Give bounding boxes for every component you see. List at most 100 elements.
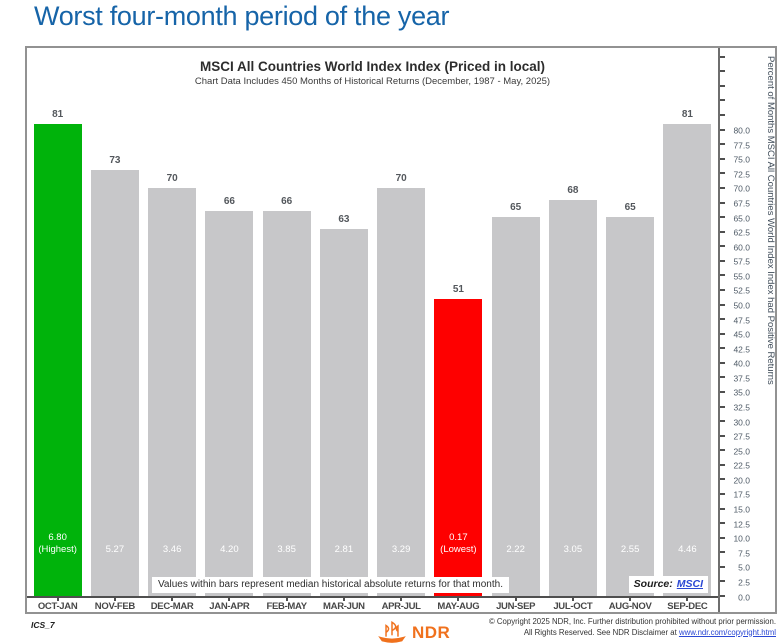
x-tick-label: DEC-MAR	[146, 598, 198, 612]
bar-median-label: 3.46	[162, 544, 182, 556]
y-tick-label: 50.0	[733, 300, 750, 311]
y-tick-label: 77.5	[733, 139, 750, 150]
y-tick	[720, 347, 725, 350]
y-tick-label: 47.5	[733, 314, 750, 325]
copyright-line1: © Copyright 2025 NDR, Inc. Further distr…	[489, 617, 776, 626]
y-tick	[720, 492, 725, 495]
y-tick	[720, 580, 725, 583]
y-tick	[720, 551, 725, 554]
x-tick-label: APR-JUL	[375, 598, 427, 612]
ndr-logo: NDR	[377, 620, 450, 643]
x-tick-label: MAR-JUN	[318, 598, 370, 612]
y-tick-label: 72.5	[733, 169, 750, 180]
bars-note: Values within bars represent median hist…	[152, 577, 509, 593]
y-tick-label: 45.0	[733, 329, 750, 340]
x-tick-label: JUL-OCT	[547, 598, 599, 612]
y-tick	[720, 186, 725, 189]
y-tick	[720, 245, 725, 248]
y-tick	[720, 318, 725, 321]
y-tick-label: 57.5	[733, 256, 750, 267]
y-tick	[720, 143, 725, 146]
y-tick	[720, 230, 725, 233]
y-tick	[720, 55, 725, 58]
page-title: Worst four-month period of the year	[34, 1, 450, 31]
bar-value-label: 73	[109, 155, 121, 167]
y-tick	[720, 332, 725, 335]
bar-aug-nov: 65 2.55	[606, 202, 655, 596]
y-tick-label: 17.5	[733, 489, 750, 500]
y-tick	[720, 449, 725, 452]
x-tick-label: OCT-JAN	[32, 598, 84, 612]
x-axis-line	[27, 596, 718, 598]
y-tick-label: 60.0	[733, 241, 750, 252]
y-tick	[720, 172, 725, 175]
bar-jul-oct: 68 3.05	[548, 185, 597, 596]
ndr-ship-icon	[377, 620, 407, 643]
bar-value-label: 51	[452, 283, 464, 295]
bar-oct-jan: 81 6.80 (Highest)	[33, 109, 82, 596]
source-link[interactable]: MSCI	[676, 578, 703, 590]
x-tick-label: AUG-NOV	[604, 598, 656, 612]
y-tick	[720, 536, 725, 539]
source-label: Source:	[633, 578, 673, 590]
ndr-logo-text: NDR	[412, 623, 451, 642]
bar-value-label: 81	[52, 108, 64, 120]
y-tick-label: 27.5	[733, 431, 750, 442]
bar-jan-apr: 66 4.20	[205, 196, 254, 596]
x-tick-label: NOV-FEB	[89, 598, 141, 612]
bar-value-label: 70	[166, 172, 178, 184]
bar-median-label: 5.27	[105, 544, 125, 556]
y-tick	[720, 70, 725, 73]
y-tick-label: 35.0	[733, 387, 750, 398]
y-tick-label: 0.0	[738, 591, 750, 602]
y-tick-label: 75.0	[733, 154, 750, 165]
x-tick-label: JUN-SEP	[490, 598, 542, 612]
bar-median-label: 4.20	[220, 544, 239, 556]
y-tick-label: 62.5	[733, 227, 750, 238]
chart-title: MSCI All Countries World Index Index (Pr…	[199, 59, 546, 74]
y-tick-label: 42.5	[733, 343, 750, 354]
y-tick	[720, 259, 725, 262]
bar-value-label: 68	[567, 184, 579, 196]
bar-median-label: 0.17 (Lowest)	[440, 532, 477, 556]
y-tick	[720, 390, 725, 393]
y-tick	[720, 361, 725, 364]
source: Source: MSCI	[628, 576, 708, 593]
x-tick-label: JAN-APR	[203, 598, 255, 612]
y-axis: 0.0 2.5 5.0 7.5 10.0 12.5 15.0 17.5 20.0 22.5 25.0…	[720, 48, 753, 612]
y-tick-label: 25.0	[733, 446, 750, 457]
y-tick	[720, 288, 725, 291]
y-tick	[720, 507, 725, 510]
y-tick-label: 37.5	[733, 373, 750, 384]
y-tick	[720, 274, 725, 277]
bar-value-label: 63	[338, 213, 350, 225]
bar-may-aug: 51 0.17 (Lowest)	[434, 284, 483, 596]
y-tick	[720, 303, 725, 306]
y-axis-title: Percent of Months MSCI All Countries Wor…	[765, 56, 776, 385]
y-tick	[720, 434, 725, 437]
bar-sep-dec: 81 4.46	[663, 109, 712, 596]
y-tick	[720, 376, 725, 379]
y-tick	[720, 478, 725, 481]
y-tick-label: 10.0	[733, 533, 750, 544]
bar-value-label: 81	[681, 108, 693, 120]
bar-value-label: 66	[281, 196, 293, 208]
y-tick-label: 2.5	[738, 577, 750, 588]
bar-median-label: 4.46	[678, 544, 697, 556]
y-tick-label: 40.0	[733, 358, 750, 369]
y-tick-label: 52.5	[733, 285, 750, 296]
copyright-link[interactable]: www.ndr.com/copyright.html	[678, 627, 776, 637]
bar-jun-sep: 65 2.22	[491, 202, 540, 596]
bars-container: 81 6.80 (Highest) 73 5.27 70 3.46 66 4.20 66 3.85 6…	[27, 48, 718, 596]
bar-value-label: 65	[624, 202, 636, 214]
y-tick-label: 5.0	[738, 562, 750, 573]
footer: ICS_7 NDR © Copyright 2025 NDR, Inc. Fur…	[25, 617, 777, 643]
y-tick	[720, 522, 725, 525]
copyright: © Copyright 2025 NDR, Inc. Further distr…	[489, 617, 776, 638]
y-tick	[720, 463, 725, 466]
y-tick	[720, 157, 725, 160]
bar-value-label: 70	[395, 172, 407, 184]
x-axis-labels: OCT-JAN NOV-FEB DEC-MAR JAN-APR FEB-MAY MAR-J…	[27, 598, 718, 612]
bar-median-label: 2.22	[506, 544, 525, 556]
y-tick	[720, 405, 725, 408]
